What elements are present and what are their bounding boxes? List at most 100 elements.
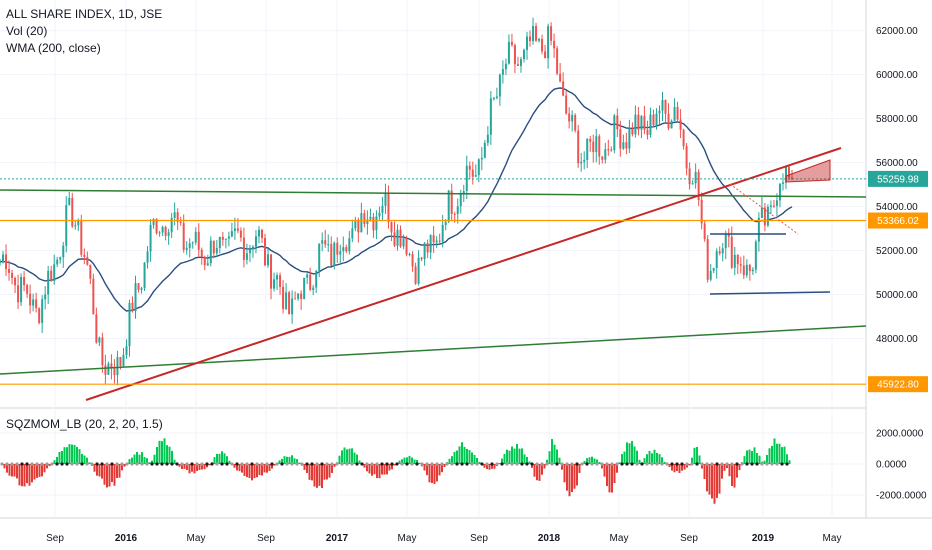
squeeze-dot (270, 462, 274, 466)
momentum-bar (648, 450, 651, 464)
candle-body (730, 236, 733, 268)
candle-body (50, 270, 53, 281)
candle-body (92, 278, 95, 315)
momentum-bar (131, 457, 133, 464)
candle-body (676, 106, 679, 120)
momentum-bar (78, 449, 81, 464)
squeeze-dot (780, 462, 784, 466)
x-tick-label: 2016 (115, 533, 138, 544)
momentum-bar (388, 464, 391, 471)
momentum-bar (746, 450, 748, 464)
candle-body (98, 337, 101, 343)
candle-body (23, 276, 26, 286)
candle-body (363, 213, 366, 224)
squeeze-dot (170, 462, 174, 466)
momentum-bar (328, 464, 331, 478)
momentum-bar (546, 459, 548, 464)
momentum-bar (468, 450, 471, 464)
momentum-bar (788, 460, 791, 464)
candle-body (589, 138, 592, 142)
wma-200-line (0, 87, 793, 312)
squeeze-dot (465, 462, 469, 466)
candle-body (667, 113, 670, 129)
candle-body (128, 302, 131, 347)
candle-body (664, 99, 667, 114)
momentum-bar (338, 455, 341, 464)
momentum-bar (378, 464, 381, 479)
momentum-bar (11, 464, 13, 477)
momentum-bar (198, 464, 201, 471)
squeeze-dot (210, 462, 214, 466)
candle-body (188, 243, 191, 248)
momentum-bar (463, 446, 466, 464)
momentum-bar (573, 464, 576, 489)
candle-body (766, 206, 769, 226)
candle-body (559, 73, 562, 82)
momentum-bar (696, 446, 698, 464)
momentum-bar (668, 464, 671, 467)
momentum-bar (466, 448, 468, 464)
candle-body (74, 225, 77, 227)
squeeze-dot (680, 462, 684, 466)
candle-body (393, 232, 396, 246)
momentum-bar (731, 464, 733, 486)
squeeze-dot (565, 462, 569, 466)
candle-body (525, 36, 528, 50)
candle-body (200, 249, 203, 257)
momentum-bar (151, 460, 153, 464)
squeeze-dot (320, 462, 324, 466)
momentum-bar (566, 464, 568, 491)
candle-body (607, 149, 610, 151)
candle-body (257, 229, 260, 237)
momentum-bar (506, 449, 508, 464)
squeeze-dot (505, 462, 509, 466)
momentum-bar (493, 464, 496, 469)
candle-body (89, 264, 92, 279)
squeeze-dot (735, 462, 739, 466)
candle-body (438, 240, 441, 242)
momentum-bar (268, 464, 271, 472)
momentum-bar (451, 456, 453, 464)
candle-body (306, 274, 309, 278)
momentum-bar (591, 456, 593, 464)
candle-body (757, 217, 760, 242)
squeeze-dot (675, 462, 679, 466)
momentum-bar (646, 454, 648, 464)
y-tick-label: 48000.00 (876, 334, 918, 345)
momentum-bar (233, 464, 236, 468)
squeeze-dot (35, 462, 39, 466)
candle-body (754, 241, 757, 270)
momentum-bar (241, 464, 243, 473)
momentum-bar (161, 441, 163, 464)
momentum-bar (261, 464, 263, 476)
momentum-bar (611, 464, 613, 493)
price-badge-text: 55259.98 (877, 174, 919, 185)
candle-body (544, 51, 547, 59)
momentum-bar (46, 464, 48, 469)
squeeze-dot (130, 462, 134, 466)
x-tick-label: May (823, 533, 842, 544)
candle-body (556, 48, 559, 74)
squeeze-dot (420, 462, 424, 466)
squeeze-dot (620, 462, 624, 466)
momentum-bar (333, 464, 336, 467)
squeeze-dot (340, 462, 344, 466)
candle-body (396, 229, 399, 246)
momentum-bar (178, 464, 181, 467)
candle-body (95, 314, 98, 343)
candle-body (616, 115, 619, 130)
squeeze-dot (705, 462, 709, 466)
momentum-bar (503, 454, 506, 464)
momentum-bar (678, 464, 681, 473)
candle-body (17, 285, 20, 303)
squeeze-dot (440, 462, 444, 466)
squeeze-dot (740, 462, 744, 466)
candle-body (465, 165, 468, 192)
momentum-bar (686, 464, 688, 468)
candle-body (462, 191, 465, 194)
candle-body (592, 141, 595, 153)
momentum-bar (691, 457, 693, 464)
momentum-bar (213, 457, 216, 464)
momentum-bar (6, 464, 8, 473)
momentum-bar (533, 464, 536, 477)
